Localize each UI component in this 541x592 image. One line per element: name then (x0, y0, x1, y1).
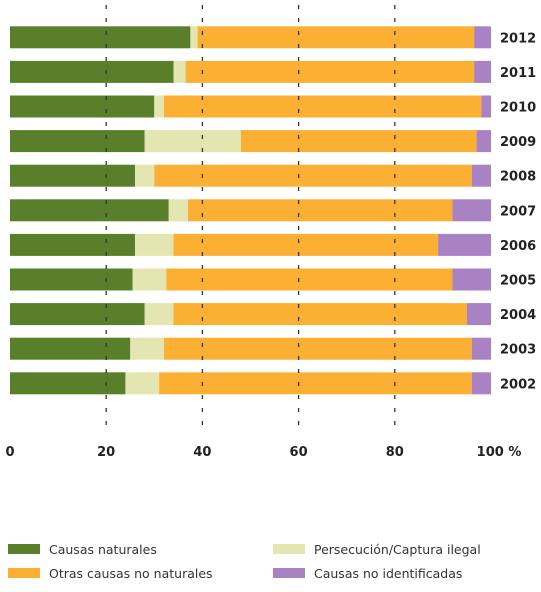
legend-label-causas-naturales: Causas naturales (49, 541, 157, 557)
category-label-2008: 2008 (500, 170, 536, 185)
bars (10, 26, 491, 395)
bar-otras-causas-no-naturales-2005 (166, 268, 453, 291)
bar-causas-no-identificadas-2002 (471, 372, 491, 395)
legend-swatch-otras-causas (8, 568, 40, 578)
bar-causas-no-identificadas-2004 (466, 303, 491, 326)
legend-item-no-identificadas: Causas no identificadas (273, 564, 533, 582)
legend-label-persecucion: Persecución/Captura ilegal (314, 541, 481, 557)
bar-causas-naturales-2012 (10, 26, 191, 49)
legend-swatch-causas-naturales (8, 544, 40, 554)
bar-causas-naturales-2005 (10, 268, 133, 291)
x-tick-label-80: 80 (386, 445, 404, 460)
category-label-2009: 2009 (500, 135, 536, 150)
bar-otras-causas-no-naturales-2010 (163, 95, 482, 118)
bar-causas-no-identificadas-2006 (438, 233, 491, 256)
category-label-2012: 2012 (500, 31, 536, 46)
bar-causas-no-identificadas-2011 (474, 60, 491, 83)
bar-causas-naturales-2007 (10, 199, 169, 222)
bar-otras-causas-no-naturales-2003 (163, 337, 472, 360)
bar-otras-causas-no-naturales-2009 (240, 130, 477, 153)
category-label-2011: 2011 (500, 66, 536, 81)
category-label-2003: 2003 (500, 343, 536, 358)
x-tick-label-20: 20 (97, 445, 115, 460)
bar-persecucion-captura-ilegal-2008 (135, 164, 155, 187)
bar-causas-no-identificadas-2007 (452, 199, 491, 222)
bar-otras-causas-no-naturales-2012 (197, 26, 475, 49)
category-label-2005: 2005 (500, 274, 536, 289)
legend-label-no-identificadas: Causas no identificadas (314, 565, 463, 581)
bar-otras-causas-no-naturales-2006 (173, 233, 439, 256)
category-label-2007: 2007 (500, 204, 536, 219)
legend: Causas naturales Persecución/Captura ile… (8, 540, 533, 582)
legend-item-persecucion: Persecución/Captura ilegal (273, 540, 533, 558)
bar-causas-naturales-2010 (10, 95, 155, 118)
category-label-2006: 2006 (500, 239, 536, 254)
bar-otras-causas-no-naturales-2004 (173, 303, 467, 326)
legend-item-otras-causas: Otras causas no naturales (8, 564, 273, 582)
bar-otras-causas-no-naturales-2002 (159, 372, 472, 395)
category-label-2010: 2010 (500, 101, 536, 116)
bar-causas-no-identificadas-2003 (471, 337, 491, 360)
bar-causas-naturales-2002 (10, 372, 126, 395)
bar-causas-no-identificadas-2008 (471, 164, 491, 187)
bar-causas-no-identificadas-2009 (476, 130, 491, 153)
bar-persecucion-captura-ilegal-2003 (130, 337, 164, 360)
bar-persecucion-captura-ilegal-2010 (154, 95, 164, 118)
bar-causas-naturales-2009 (10, 130, 145, 153)
legend-label-otras-causas: Otras causas no naturales (49, 565, 213, 581)
legend-swatch-no-identificadas (273, 568, 305, 578)
bar-causas-no-identificadas-2010 (481, 95, 491, 118)
legend-item-causas-naturales: Causas naturales (8, 540, 273, 558)
category-label-2002: 2002 (500, 377, 536, 392)
x-tick-label-40: 40 (193, 445, 211, 460)
bar-persecucion-captura-ilegal-2006 (135, 233, 174, 256)
bar-causas-no-identificadas-2005 (452, 268, 491, 291)
category-label-2004: 2004 (500, 308, 536, 323)
legend-swatch-persecucion (273, 544, 305, 554)
bar-causas-naturales-2004 (10, 303, 145, 326)
bar-otras-causas-no-naturales-2008 (154, 164, 472, 187)
x-tick-label-60: 60 (290, 445, 308, 460)
bar-persecucion-captura-ilegal-2005 (132, 268, 167, 291)
bar-persecucion-captura-ilegal-2004 (144, 303, 174, 326)
bar-persecucion-captura-ilegal-2012 (190, 26, 198, 49)
bar-persecucion-captura-ilegal-2002 (125, 372, 160, 395)
gridlines (105, 5, 396, 426)
bar-causas-naturales-2003 (10, 337, 131, 360)
x-tick-label-100: 100 % (477, 445, 522, 460)
bar-otras-causas-no-naturales-2007 (187, 199, 453, 222)
bar-persecucion-captura-ilegal-2009 (144, 130, 241, 153)
bar-causas-naturales-2006 (10, 233, 136, 256)
x-tick-label-0: 0 (5, 445, 14, 460)
bar-causas-no-identificadas-2012 (474, 26, 491, 49)
bar-persecucion-captura-ilegal-2007 (168, 199, 188, 222)
bar-causas-naturales-2008 (10, 164, 136, 187)
bar-persecucion-captura-ilegal-2011 (173, 60, 186, 83)
bar-otras-causas-no-naturales-2011 (185, 60, 475, 83)
bar-causas-naturales-2011 (10, 60, 174, 83)
